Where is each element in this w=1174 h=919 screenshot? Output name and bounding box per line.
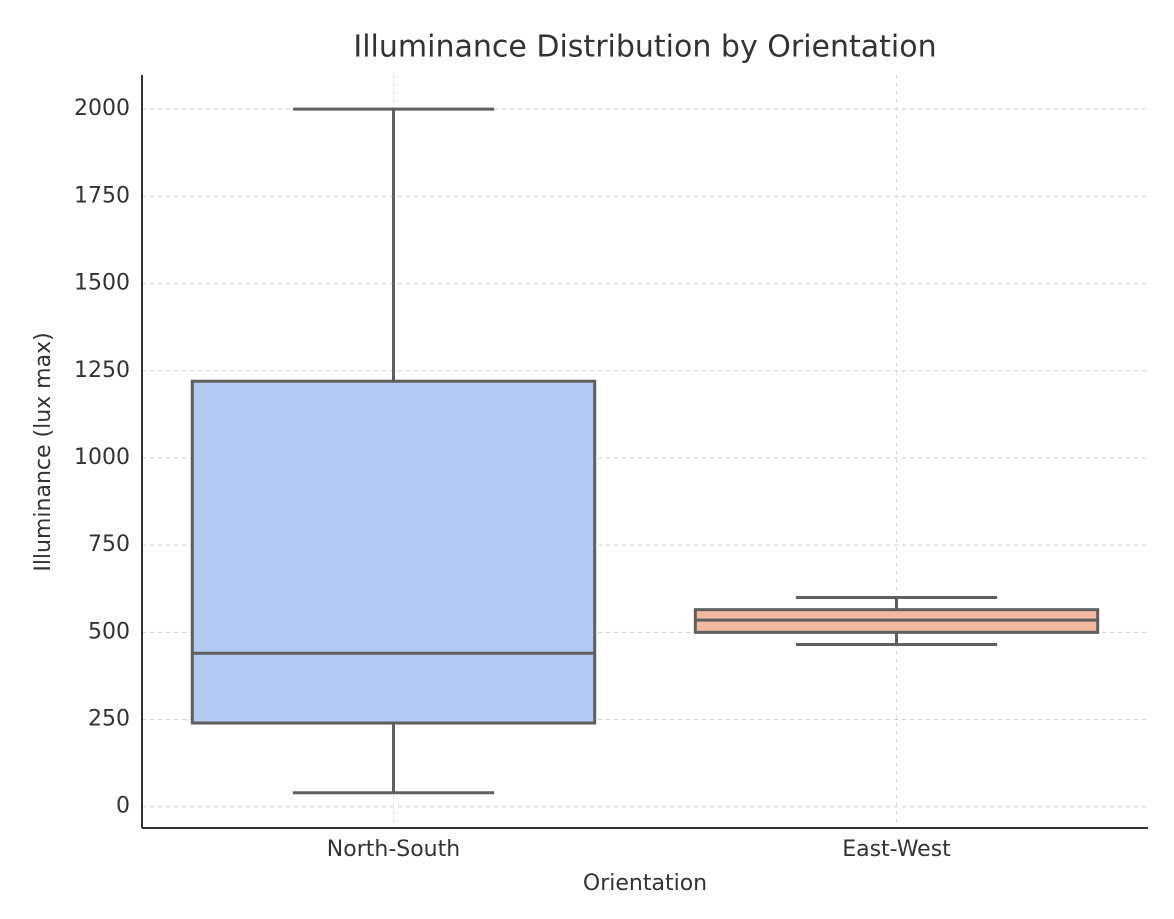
y-tick-label: 250 (88, 707, 130, 732)
y-tick-label: 0 (116, 794, 130, 819)
y-tick-label: 500 (88, 619, 130, 644)
x-tick-label: East-West (842, 837, 951, 862)
y-tick-label: 750 (88, 532, 130, 557)
y-tick-label: 1750 (74, 183, 130, 208)
y-tick-label: 1000 (74, 445, 130, 470)
y-axis-label: Illuminance (lux max) (31, 332, 56, 571)
y-tick-label: 1500 (74, 271, 130, 296)
y-tick-label: 2000 (74, 96, 130, 121)
chart-title: Illuminance Distribution by Orientation (353, 30, 936, 65)
y-tick-label: 1250 (74, 358, 130, 383)
x-tick-label: North-South (327, 837, 460, 862)
box (190, 379, 597, 725)
x-axis-label: Orientation (583, 871, 707, 896)
